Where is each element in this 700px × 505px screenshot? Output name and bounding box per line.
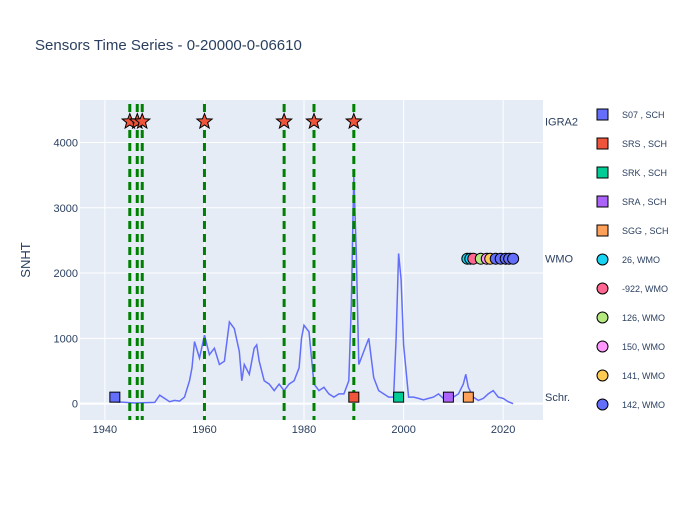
y-tick-label: 0 (72, 399, 78, 411)
square-marker (393, 391, 405, 403)
x-tick-label: 2020 (491, 424, 515, 436)
legend-swatch (596, 195, 609, 208)
legend-swatch (596, 340, 609, 353)
legend-label: SRS , SCH (622, 139, 667, 149)
y-tick-label: 4000 (54, 137, 78, 149)
legend-swatch (596, 108, 609, 121)
x-tick-labels: 1940 1960 1980 2000 2020 (93, 424, 516, 436)
legend-swatch (596, 311, 609, 324)
square-marker (442, 391, 454, 403)
legend-label: SRA , SCH (622, 197, 667, 207)
igra2-markers (120, 112, 363, 130)
x-tick-label: 1940 (93, 424, 117, 436)
row-label: Schr. (545, 392, 570, 404)
legend-swatch (596, 369, 609, 382)
y-tick-label: 3000 (54, 203, 78, 215)
breakpoint-lines (128, 104, 356, 420)
circle-marker (507, 252, 520, 265)
star-marker (133, 112, 152, 130)
row-label: IGRA2 (545, 117, 578, 129)
legend-label: SRK , SCH (622, 168, 667, 178)
square-marker (348, 391, 360, 403)
x-tick-label: 1960 (192, 424, 216, 436)
y-axis-label: SNHT (18, 242, 33, 277)
legend-label: 141, WMO (622, 371, 665, 381)
star-marker (344, 112, 363, 130)
legend-swatch (596, 224, 609, 237)
row-label: WMO (545, 254, 574, 266)
legend-label: 142, WMO (622, 400, 665, 410)
square-marker (462, 391, 474, 403)
y-tick-labels: 0 1000 2000 3000 4000 (54, 137, 78, 410)
legend-label: 26, WMO (622, 255, 660, 265)
row-labels: IGRA2 WMO Schr. (545, 117, 578, 405)
legend-swatch (596, 253, 609, 266)
legend-swatch (596, 137, 609, 150)
legend-label: -922, WMO (622, 284, 668, 294)
sensor-markers (109, 252, 520, 403)
star-marker (305, 112, 323, 130)
legend-swatch (596, 166, 609, 179)
legend: S07 , SCH SRS , SCH SRK , SCH SRA , SCH SGG … (596, 108, 669, 411)
star-marker (275, 112, 294, 130)
legend-swatch (596, 282, 609, 295)
legend-label: S07 , SCH (622, 110, 665, 120)
legend-label: SGG , SCH (622, 226, 669, 236)
x-tick-label: 2000 (391, 424, 415, 436)
y-tick-label: 2000 (54, 268, 78, 280)
y-tick-label: 1000 (54, 333, 78, 345)
legend-label: 126, WMO (622, 313, 665, 323)
star-marker (195, 112, 214, 130)
chart-title: Sensors Time Series - 0-20000-0-06610 (35, 37, 302, 54)
x-tick-label: 1980 (292, 424, 316, 436)
legend-label: 150, WMO (622, 342, 665, 352)
square-marker (109, 391, 121, 403)
legend-swatch (596, 398, 609, 411)
